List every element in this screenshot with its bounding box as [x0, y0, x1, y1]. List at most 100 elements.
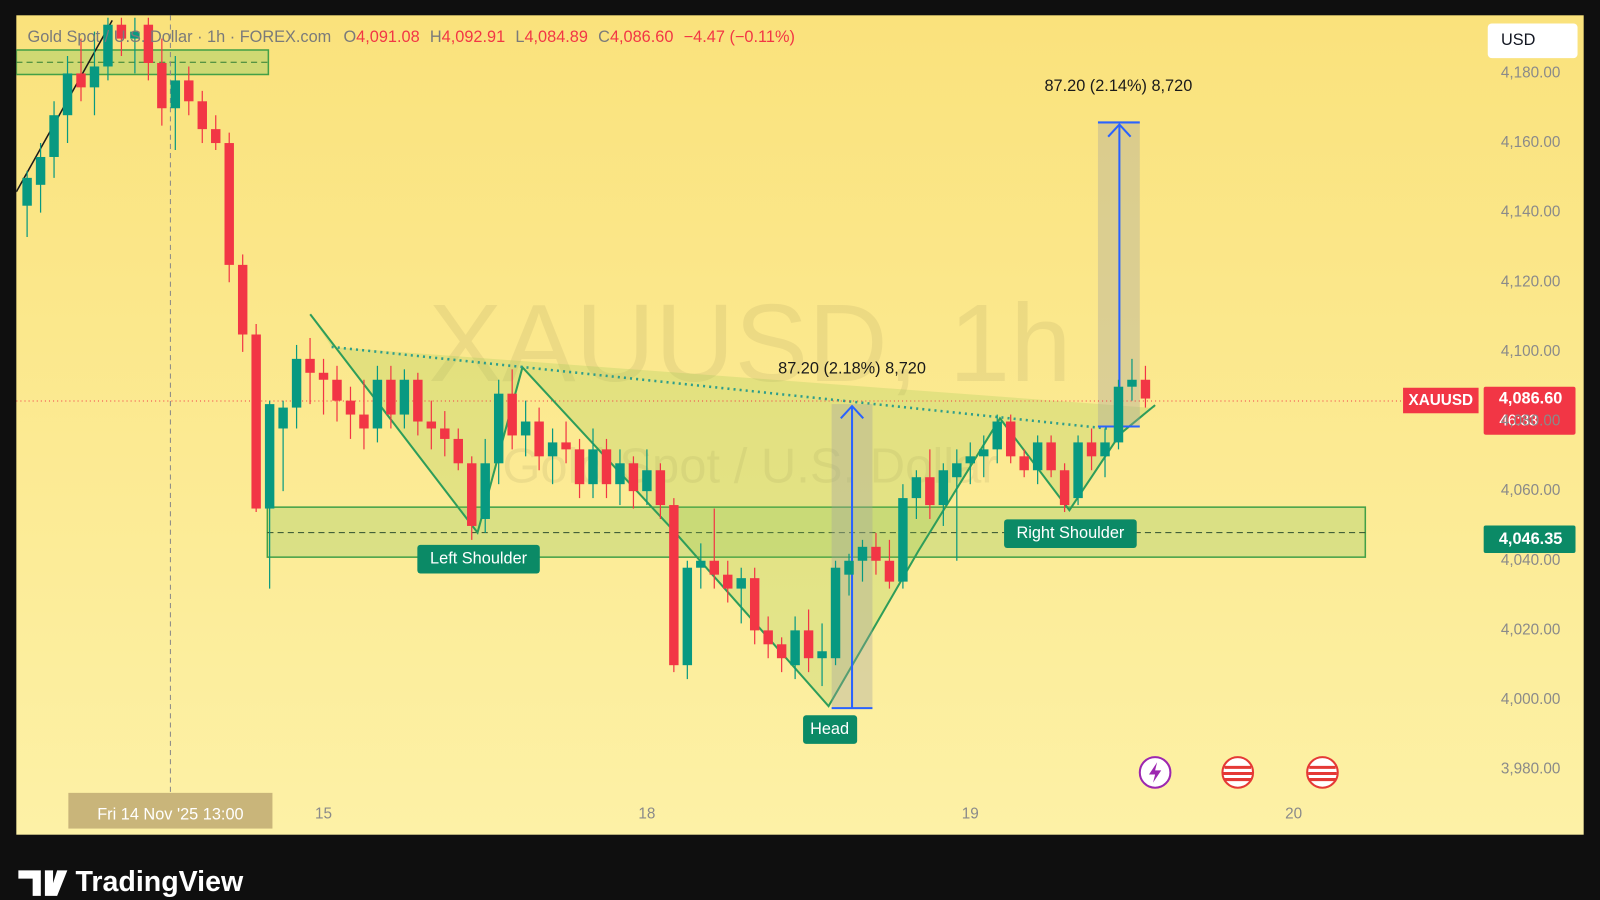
candle-body: [1113, 386, 1124, 443]
candle-body: [413, 379, 423, 422]
crosshair-time: Fri 14 Nov '25 13:00: [97, 806, 243, 824]
level-price: 4,046.35: [1499, 530, 1562, 548]
y-tick-label: 4,000.00: [1501, 691, 1561, 708]
y-tick-label: 4,140.00: [1501, 204, 1561, 221]
brand-logo: [18, 870, 68, 896]
candle-body: [1073, 442, 1083, 499]
candle-body: [844, 560, 854, 575]
candle-body: [830, 567, 841, 659]
candle-body: [480, 463, 490, 519]
label-box: [803, 715, 858, 744]
candle-body: [493, 393, 504, 464]
candle-body: [143, 24, 154, 63]
candle-body: [561, 442, 571, 450]
candle-body: [211, 129, 221, 144]
candle-body: [696, 560, 706, 568]
ohlc-value: 4,086.60: [610, 28, 674, 46]
crosshair-time-box: [68, 792, 273, 829]
candle-body: [372, 379, 383, 429]
candle-body: [1086, 442, 1097, 457]
currency-button[interactable]: [1487, 23, 1578, 59]
label-box: [417, 544, 540, 574]
candle-body: [62, 73, 73, 116]
ohlc-key: C: [598, 28, 610, 46]
last-price-tag: [1483, 386, 1576, 435]
candle-body: [884, 560, 895, 582]
chart-panel: [16, 15, 1584, 835]
y-tick-label: 4,020.00: [1501, 621, 1561, 638]
candle-body: [76, 73, 86, 88]
candle-body: [817, 651, 827, 659]
candle-body: [116, 24, 127, 39]
ohlc-key: L: [515, 28, 524, 46]
candle-body: [669, 505, 679, 666]
last-price: 4,086.60: [1499, 389, 1562, 407]
candle-body: [507, 393, 517, 436]
flag-glyph: [1223, 765, 1253, 782]
neckline: [331, 345, 1108, 430]
candle-body: [574, 449, 585, 485]
candle-body: [992, 421, 1002, 450]
candle-body: [170, 80, 181, 109]
candle-body: [184, 80, 194, 102]
candle-body: [763, 630, 773, 645]
candle-body: [197, 101, 207, 130]
y-tick-label: 4,080.00: [1501, 413, 1561, 430]
candle-body: [709, 560, 719, 575]
ohlc-key: O: [343, 28, 356, 46]
candle-body: [440, 428, 450, 439]
candle-body: [35, 156, 46, 185]
measure-label: 87.20 (2.14%) 8,720: [1044, 77, 1192, 95]
y-tick-label: 4,040.00: [1501, 552, 1561, 569]
ohlc-header: Gold Spot / U.S. Dollar · 1h · FOREX.com…: [28, 28, 795, 46]
candle-body: [278, 407, 288, 429]
ohlc-value: 4,092.91: [442, 28, 506, 46]
candle-body: [925, 477, 935, 506]
candle-body: [601, 449, 612, 485]
countdown: 46:33: [1499, 412, 1537, 429]
symbol-tag: [1403, 387, 1479, 414]
flag-glyph: [1308, 765, 1337, 782]
candle-body: [89, 66, 100, 88]
y-tick-label: 4,060.00: [1501, 482, 1561, 499]
y-tick-label: 3,980.00: [1501, 761, 1561, 778]
candle-body: [318, 372, 329, 380]
measure-label: 87.20 (2.18%) 8,720: [778, 360, 926, 378]
candle-body: [237, 264, 248, 335]
candle-body: [965, 456, 975, 464]
pattern-fill: [310, 314, 1156, 707]
candle-body: [1127, 379, 1137, 387]
candle-body: [157, 62, 167, 109]
candle-body: [359, 414, 369, 429]
candle-body: [857, 546, 868, 561]
candle-body: [399, 379, 410, 415]
candle-body: [264, 404, 275, 509]
watermark-title: XAUUSD, 1h: [429, 282, 1072, 405]
candle-body: [520, 421, 531, 436]
candle-body: [723, 574, 733, 589]
candle-body: [588, 449, 598, 485]
x-tick-label: 15: [315, 805, 332, 822]
candle-body: [1019, 456, 1029, 471]
drawings: [16, 15, 1480, 794]
candle-body: [736, 578, 746, 589]
candle-body: [49, 115, 59, 157]
candle-body: [1046, 442, 1056, 471]
candle-body: [871, 546, 881, 561]
candle-body: [803, 630, 814, 659]
candle-body: [979, 449, 989, 457]
candle-body: [898, 498, 908, 582]
candle-body: [642, 470, 652, 492]
candle-body: [952, 463, 962, 478]
candle-body: [467, 463, 477, 526]
ohlc-key: H: [430, 28, 442, 46]
candle-body: [291, 358, 302, 408]
candle-body: [1032, 442, 1043, 471]
candle-body: [103, 24, 113, 67]
arrow-head: [1107, 122, 1132, 138]
y-tick-label: 4,180.00: [1501, 64, 1561, 81]
candle-body: [911, 477, 922, 499]
candle-body: [790, 630, 800, 666]
